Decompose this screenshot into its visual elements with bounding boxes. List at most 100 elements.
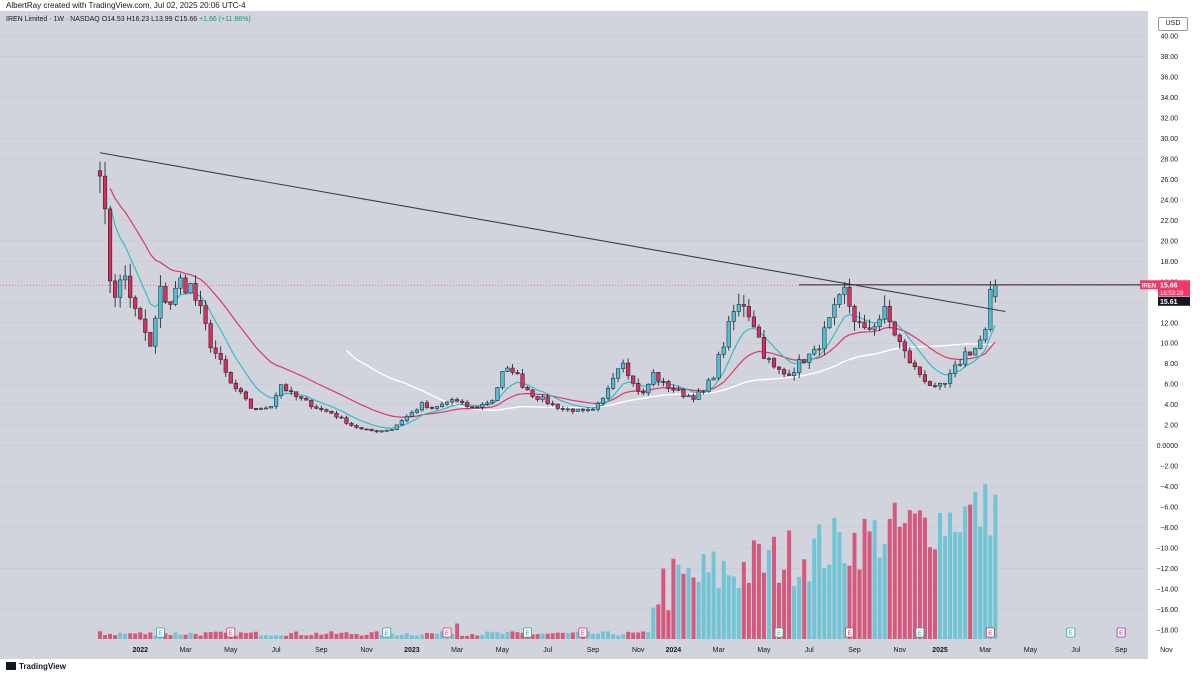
price-tick-label: 34.00 xyxy=(1160,95,1178,102)
candle-body xyxy=(455,399,460,402)
volume-bar xyxy=(646,632,651,639)
candle-body xyxy=(932,385,938,387)
tradingview-logo-icon xyxy=(6,662,16,670)
candle-body xyxy=(937,383,943,387)
volume-bar xyxy=(424,632,429,639)
tradingview-logo[interactable]: TradingView xyxy=(6,662,66,671)
candle-body xyxy=(686,395,691,398)
earnings-marker xyxy=(226,627,236,638)
time-tick-label: Nov xyxy=(632,647,645,654)
volume-bar xyxy=(797,576,802,639)
volume-bar xyxy=(359,635,364,639)
volume-bar xyxy=(354,633,359,639)
volume-bar xyxy=(827,564,832,639)
candle-body xyxy=(314,406,319,409)
candle-body xyxy=(777,366,782,370)
candle-body xyxy=(213,347,218,354)
symbol-tag xyxy=(1140,280,1158,290)
volume-bar xyxy=(133,633,138,639)
price-tick-label: −2.00 xyxy=(1160,464,1178,471)
volume-bar xyxy=(344,632,349,639)
volume-bar xyxy=(852,532,857,639)
candle-body xyxy=(862,321,867,329)
ema-fast-line xyxy=(109,204,996,429)
price-chart[interactable]: 40.00 38.00 36.00 34.00 32.00 30.00 28.00 26.00… xyxy=(0,11,1200,659)
volume-bar xyxy=(364,634,369,639)
volume-bar xyxy=(183,634,188,639)
candle-body xyxy=(123,275,128,281)
price-tick-label: 36.00 xyxy=(1160,74,1178,81)
candle-body xyxy=(726,321,731,348)
time-tick-label: May xyxy=(1024,647,1038,654)
price-tick-label: 28.00 xyxy=(1160,156,1178,163)
candle-body xyxy=(274,395,279,407)
volume-bar xyxy=(309,634,314,639)
candle-body xyxy=(797,359,802,373)
drawings[interactable] xyxy=(0,152,1148,313)
price-tick-label: 2.00 xyxy=(1164,423,1178,430)
volume-bar xyxy=(123,633,128,639)
volume-bar xyxy=(138,632,143,639)
price-axis[interactable]: 40.00 38.00 36.00 34.00 32.00 30.00 28.00 26.00… xyxy=(1148,11,1200,659)
candle-body xyxy=(188,283,193,294)
volume-bar xyxy=(772,536,777,639)
volume-bar xyxy=(113,635,118,639)
earnings-marker-label: E xyxy=(158,631,162,637)
attribution-bar: AlbertRay created with TradingView.com, … xyxy=(0,0,1200,11)
candle-body xyxy=(540,396,545,400)
candle-body xyxy=(480,404,485,408)
currency-button[interactable]: USD xyxy=(1158,17,1188,31)
volume-bar xyxy=(726,575,731,639)
candle-body xyxy=(782,369,787,375)
candle-body xyxy=(535,396,540,400)
volume-bar xyxy=(450,633,455,639)
candle-body xyxy=(812,348,817,355)
candle-body xyxy=(495,387,500,401)
volume-bar xyxy=(606,631,611,639)
volume-bar xyxy=(631,632,636,639)
price-tick-label: −12.00 xyxy=(1156,566,1178,573)
candle-body xyxy=(555,403,560,409)
time-tick-label: May xyxy=(224,647,238,654)
time-axis[interactable]: 2022 Mar May Jul Sep Nov 2023 Mar May Jul Sep Nov 20… xyxy=(132,647,1173,654)
volume-bar xyxy=(324,633,329,639)
volume-bar xyxy=(741,561,746,639)
candle-body xyxy=(294,391,299,397)
candle-body xyxy=(641,390,646,394)
volume-bar xyxy=(163,633,168,639)
volume-bar xyxy=(168,634,173,639)
candle-body xyxy=(666,381,671,389)
volume-bar xyxy=(379,635,384,639)
candle-body xyxy=(792,372,797,376)
candle-body xyxy=(912,362,917,368)
candle-body xyxy=(651,372,656,385)
time-tick-label: Jul xyxy=(272,647,281,654)
candle-body xyxy=(238,388,243,393)
volume-bar xyxy=(304,635,309,639)
candle-body xyxy=(887,306,892,323)
price-tag: IREN 15.66 16:53:28 15.61 xyxy=(1140,280,1190,306)
candle-body xyxy=(671,388,676,391)
candle-body xyxy=(656,372,661,382)
volume-bar xyxy=(289,633,294,639)
candle-body xyxy=(993,285,998,298)
candle-body xyxy=(505,367,510,372)
candle-body xyxy=(102,175,108,210)
candle-body xyxy=(450,399,455,403)
candle-body xyxy=(927,381,933,386)
candle-body xyxy=(304,398,309,401)
candle-body xyxy=(595,402,601,410)
ema-slow-line xyxy=(109,188,996,418)
volume-bar xyxy=(399,634,404,639)
volume-bar xyxy=(807,581,812,639)
time-tick-label: 2023 xyxy=(404,647,420,654)
symbol-legend[interactable]: IREN Limited · 1W · NASDAQ O14.53 H16.23… xyxy=(6,16,251,23)
candle-body xyxy=(570,408,575,412)
volume-bar xyxy=(173,632,178,639)
volume-bar xyxy=(590,633,595,639)
volume-bar xyxy=(570,632,575,639)
volume-bar xyxy=(128,633,133,639)
volume-bar xyxy=(761,572,766,639)
price-tick-label: 18.00 xyxy=(1160,259,1178,266)
volume-bar xyxy=(540,633,545,639)
